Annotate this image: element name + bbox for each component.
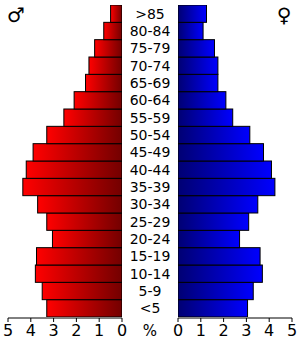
- bar: [26, 161, 122, 178]
- tick-label: 0: [173, 321, 183, 340]
- category-label: <5: [140, 300, 161, 316]
- bar: [178, 265, 262, 282]
- tick-label: 5: [287, 321, 297, 340]
- chart: ♂012345♀012345<55-910-1415-1920-2425-293…: [0, 0, 300, 346]
- bar: [64, 109, 122, 126]
- bar: [178, 144, 264, 161]
- tick-label: 2: [219, 321, 229, 340]
- bar: [111, 5, 122, 22]
- bar: [178, 248, 260, 265]
- chart-root: ♂012345♀012345<55-910-1415-1920-2425-293…: [0, 0, 300, 346]
- bar: [178, 230, 240, 247]
- bar: [104, 22, 122, 39]
- bar: [178, 5, 207, 22]
- tick-label: 2: [71, 321, 81, 340]
- bar: [178, 126, 250, 143]
- category-label: 60-64: [130, 92, 171, 108]
- bar: [47, 300, 122, 317]
- category-label: 30-34: [130, 196, 171, 212]
- tick-label: 4: [264, 321, 274, 340]
- bar: [38, 196, 122, 213]
- tick-label: 3: [241, 321, 251, 340]
- bar: [178, 74, 218, 91]
- category-label: 5-9: [139, 283, 162, 299]
- bar: [23, 178, 122, 195]
- series-label: ♂: [7, 3, 25, 27]
- bar: [47, 213, 122, 230]
- bar: [89, 57, 122, 74]
- axis-label: %: [143, 322, 157, 340]
- category-label: 20-24: [130, 231, 171, 247]
- bar: [178, 92, 226, 109]
- tick-label: 0: [117, 321, 127, 340]
- series-label: ♀: [277, 3, 292, 27]
- bar: [95, 40, 122, 57]
- bar: [178, 300, 248, 317]
- bar: [47, 126, 122, 143]
- bar: [52, 230, 122, 247]
- axis-line: [178, 318, 292, 319]
- tick-label: 1: [196, 321, 206, 340]
- category-label: 10-14: [130, 266, 171, 282]
- category-label: 15-19: [130, 248, 171, 264]
- bar: [37, 248, 123, 265]
- bars-0: [23, 5, 122, 317]
- bar: [178, 161, 271, 178]
- category-label: 55-59: [130, 110, 171, 126]
- bar: [178, 40, 214, 57]
- category-label: 50-54: [130, 127, 171, 143]
- bar: [33, 144, 122, 161]
- bar: [178, 109, 233, 126]
- category-label: 80-84: [130, 23, 171, 39]
- bar: [42, 282, 122, 299]
- bar: [35, 265, 122, 282]
- category-label: 75-79: [130, 40, 171, 56]
- bar: [178, 196, 258, 213]
- category-label: 40-44: [130, 162, 171, 178]
- bar: [178, 213, 249, 230]
- bar: [178, 57, 218, 74]
- bar: [178, 178, 275, 195]
- category-label: >85: [135, 6, 165, 22]
- category-label: 45-49: [130, 144, 171, 160]
- bar: [74, 92, 122, 109]
- category-label: 65-69: [130, 75, 171, 91]
- bar: [86, 74, 122, 91]
- tick-label: 3: [49, 321, 59, 340]
- bars-1: [178, 5, 275, 317]
- category-label: 70-74: [130, 58, 171, 74]
- axis-line: [8, 318, 122, 319]
- category-label: 35-39: [130, 179, 171, 195]
- tick-label: 5: [3, 321, 13, 340]
- bar: [178, 22, 203, 39]
- bar: [178, 282, 253, 299]
- tick-label: 4: [26, 321, 36, 340]
- category-label: 25-29: [130, 214, 171, 230]
- tick-label: 1: [94, 321, 104, 340]
